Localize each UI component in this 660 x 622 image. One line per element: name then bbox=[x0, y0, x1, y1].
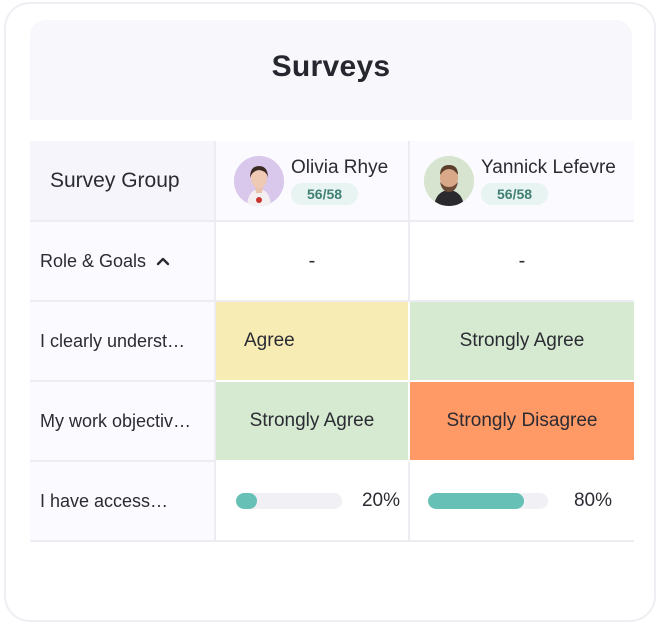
response-cell[interactable]: Agree bbox=[216, 302, 410, 382]
avatar bbox=[424, 155, 474, 206]
avatar bbox=[234, 155, 284, 206]
progress-fill bbox=[236, 493, 258, 509]
chevron-up-icon[interactable] bbox=[156, 256, 170, 266]
progress-percent: 80% bbox=[573, 490, 612, 511]
page-title: Surveys bbox=[271, 50, 391, 83]
user-column-yannick[interactable]: Yannick Lefevre 56/58 bbox=[410, 141, 634, 222]
progress-cell[interactable]: 20% bbox=[216, 462, 410, 542]
section-toggle-role-goals[interactable]: Role & Goals bbox=[30, 222, 216, 302]
progress-cell[interactable]: 80% bbox=[410, 462, 634, 542]
section-label: Role & Goals bbox=[40, 250, 147, 271]
user-column-olivia[interactable]: Olivia Rhye 56/58 bbox=[216, 141, 410, 222]
user-name: Olivia Rhye bbox=[291, 157, 389, 178]
avatar-woman-icon bbox=[234, 155, 284, 206]
survey-group-header: Survey Group bbox=[30, 141, 216, 222]
user-name: Yannick Lefevre bbox=[481, 157, 616, 178]
survey-table: Survey Group Olivia Rhye 56/58 bbox=[30, 141, 634, 542]
score-badge: 56/58 bbox=[481, 183, 549, 205]
card-header: Surveys bbox=[30, 20, 632, 120]
table-row-label[interactable]: My work objectiv… bbox=[30, 382, 216, 462]
response-cell[interactable]: Strongly Agree bbox=[410, 302, 634, 382]
score-badge: 56/58 bbox=[291, 183, 359, 205]
section-value: - bbox=[216, 222, 410, 302]
progress-track bbox=[236, 493, 342, 509]
progress-percent: 20% bbox=[361, 490, 400, 511]
response-cell[interactable]: Strongly Disagree bbox=[410, 382, 634, 462]
progress-track bbox=[428, 493, 548, 509]
progress-fill bbox=[428, 493, 524, 509]
avatar-man-icon bbox=[424, 155, 474, 206]
section-value: - bbox=[410, 222, 634, 302]
response-cell[interactable]: Strongly Agree bbox=[216, 382, 410, 462]
table-row-label[interactable]: I have access… bbox=[30, 462, 216, 542]
table-row-label[interactable]: I clearly underst… bbox=[30, 302, 216, 382]
